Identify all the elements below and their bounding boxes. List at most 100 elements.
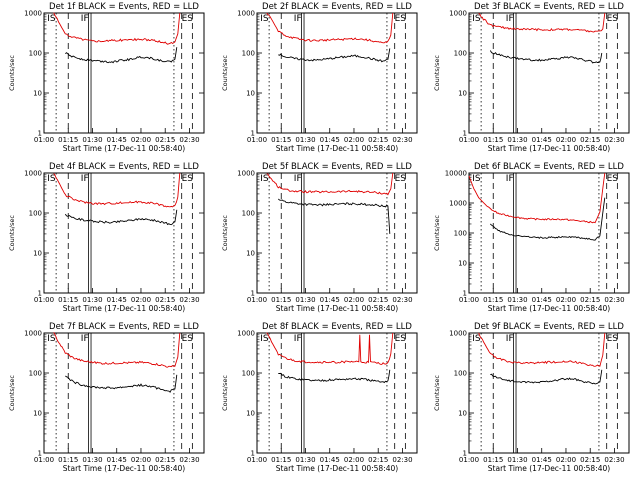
x-tick-label: 01:30 [507, 136, 527, 144]
panel-title: Det 7f BLACK = Events, RED = LLD [49, 322, 199, 332]
plot-frame [256, 172, 418, 294]
x-tick-label: 02:15 [155, 136, 175, 144]
series-events [490, 369, 603, 385]
y-tick-label: 1 [463, 450, 467, 458]
series-lld [266, 172, 394, 196]
x-axis-label: Start Time (17-Dec-11 00:58:40) [488, 144, 610, 153]
marker-label-is: IS [472, 174, 481, 184]
x-tick-label: 01:15 [58, 456, 78, 464]
panel-det-9: Det 9f BLACK = Events, RED = LLD IS IF ES 1 1… [433, 322, 630, 473]
series-events [65, 374, 178, 393]
panel-title: Det 6f BLACK = Events, RED = LLD [474, 162, 624, 172]
series-lld [266, 12, 394, 44]
x-axis-label: Start Time (17-Dec-11 00:58:40) [63, 304, 185, 313]
panel-det-6: Det 6f BLACK = Events, RED = LLD IS IF ES 1 1… [433, 162, 630, 313]
x-axis-label: Start Time (17-Dec-11 00:58:40) [63, 144, 185, 153]
y-tick-label: 100 [242, 50, 255, 58]
x-tick-label: 01:45 [107, 296, 127, 304]
x-tick-label: 01:15 [483, 136, 503, 144]
panel-title: Det 2f BLACK = Events, RED = LLD [262, 2, 412, 12]
x-tick-label: 01:45 [107, 136, 127, 144]
x-tick-label: 02:00 [131, 456, 151, 464]
marker-label-es: ES [395, 14, 407, 24]
marker-label-if: IF [294, 14, 302, 24]
y-axis-label: Counts/sec [221, 55, 229, 91]
x-tick-label: 02:00 [556, 296, 576, 304]
plot-frame [43, 172, 205, 294]
x-tick-label: 02:15 [368, 296, 388, 304]
series-lld [468, 172, 606, 224]
x-tick-label: 02:30 [392, 136, 412, 144]
x-axis-label: Start Time (17-Dec-11 00:58:40) [276, 464, 398, 473]
series-events [64, 209, 178, 226]
x-tick-label: 02:15 [155, 456, 175, 464]
y-tick-label: 10 [33, 250, 42, 258]
marker-label-is: IS [47, 174, 56, 184]
marker-label-es: ES [607, 334, 619, 344]
y-tick-label: 1 [251, 130, 255, 138]
panel-title: Det 9f BLACK = Events, RED = LLD [474, 322, 624, 332]
x-tick-label: 01:15 [58, 296, 78, 304]
marker-label-is: IS [47, 14, 56, 24]
x-tick-label: 01:45 [320, 296, 340, 304]
marker-label-is: IS [260, 174, 269, 184]
y-tick-label: 1 [38, 130, 42, 138]
x-tick-label: 02:00 [344, 136, 364, 144]
marker-label-es: ES [182, 14, 194, 24]
x-tick-label: 01:00 [247, 136, 267, 144]
x-tick-label: 01:45 [320, 456, 340, 464]
panel-title: Det 8f BLACK = Events, RED = LLD [262, 322, 412, 332]
marker-label-es: ES [182, 174, 194, 184]
x-tick-label: 01:00 [34, 296, 54, 304]
x-tick-label: 01:30 [295, 456, 315, 464]
x-tick-label: 02:30 [392, 456, 412, 464]
x-tick-label: 02:30 [179, 456, 199, 464]
plot-frame [43, 12, 205, 134]
marker-label-is: IS [472, 334, 481, 344]
y-tick-label: 1000 [237, 170, 255, 178]
y-tick-label: 10 [458, 410, 467, 418]
y-tick-label: 100 [29, 370, 42, 378]
x-tick-label: 02:00 [344, 296, 364, 304]
marker-label-if: IF [506, 14, 514, 24]
x-tick-label: 01:30 [295, 136, 315, 144]
y-tick-label: 100 [29, 210, 42, 218]
plot-frame [256, 332, 418, 454]
x-tick-label: 01:30 [82, 456, 102, 464]
marker-label-is: IS [47, 334, 56, 344]
series-lld [478, 332, 606, 367]
marker-label-if: IF [294, 174, 302, 184]
x-tick-label: 02:00 [131, 296, 151, 304]
y-axis-label: Counts/sec [8, 55, 16, 91]
x-axis-label: Start Time (17-Dec-11 00:58:40) [276, 144, 398, 153]
y-tick-label: 1000 [449, 330, 467, 338]
panel-title: Det 4f BLACK = Events, RED = LLD [49, 162, 199, 172]
x-tick-label: 02:30 [392, 296, 412, 304]
y-tick-label: 10 [458, 260, 467, 268]
marker-label-if: IF [81, 14, 89, 24]
series-events [278, 369, 391, 384]
plot-frame [43, 332, 205, 454]
y-tick-label: 100 [454, 370, 467, 378]
y-tick-label: 100 [454, 50, 467, 58]
y-tick-label: 1 [251, 450, 255, 458]
series-lld [53, 172, 181, 208]
y-axis-label: Counts/sec [221, 375, 229, 411]
series-events [278, 198, 391, 234]
panel-det-1: Det 1f BLACK = Events, RED = LLD IS IF ES 1 1… [8, 2, 205, 153]
panel-title: Det 3f BLACK = Events, RED = LLD [474, 2, 624, 12]
y-tick-label: 1 [251, 290, 255, 298]
x-tick-label: 01:45 [532, 296, 552, 304]
y-axis-label: Counts/sec [433, 55, 441, 91]
x-tick-label: 01:15 [483, 456, 503, 464]
series-events [489, 50, 603, 64]
y-tick-label: 10 [33, 90, 42, 98]
x-tick-label: 02:30 [604, 296, 624, 304]
plot-frame [468, 332, 630, 454]
y-tick-label: 10 [246, 410, 255, 418]
x-tick-label: 01:45 [320, 136, 340, 144]
y-tick-label: 10 [33, 410, 42, 418]
x-tick-label: 01:00 [459, 456, 479, 464]
x-tick-label: 01:00 [459, 296, 479, 304]
marker-label-is: IS [260, 334, 269, 344]
